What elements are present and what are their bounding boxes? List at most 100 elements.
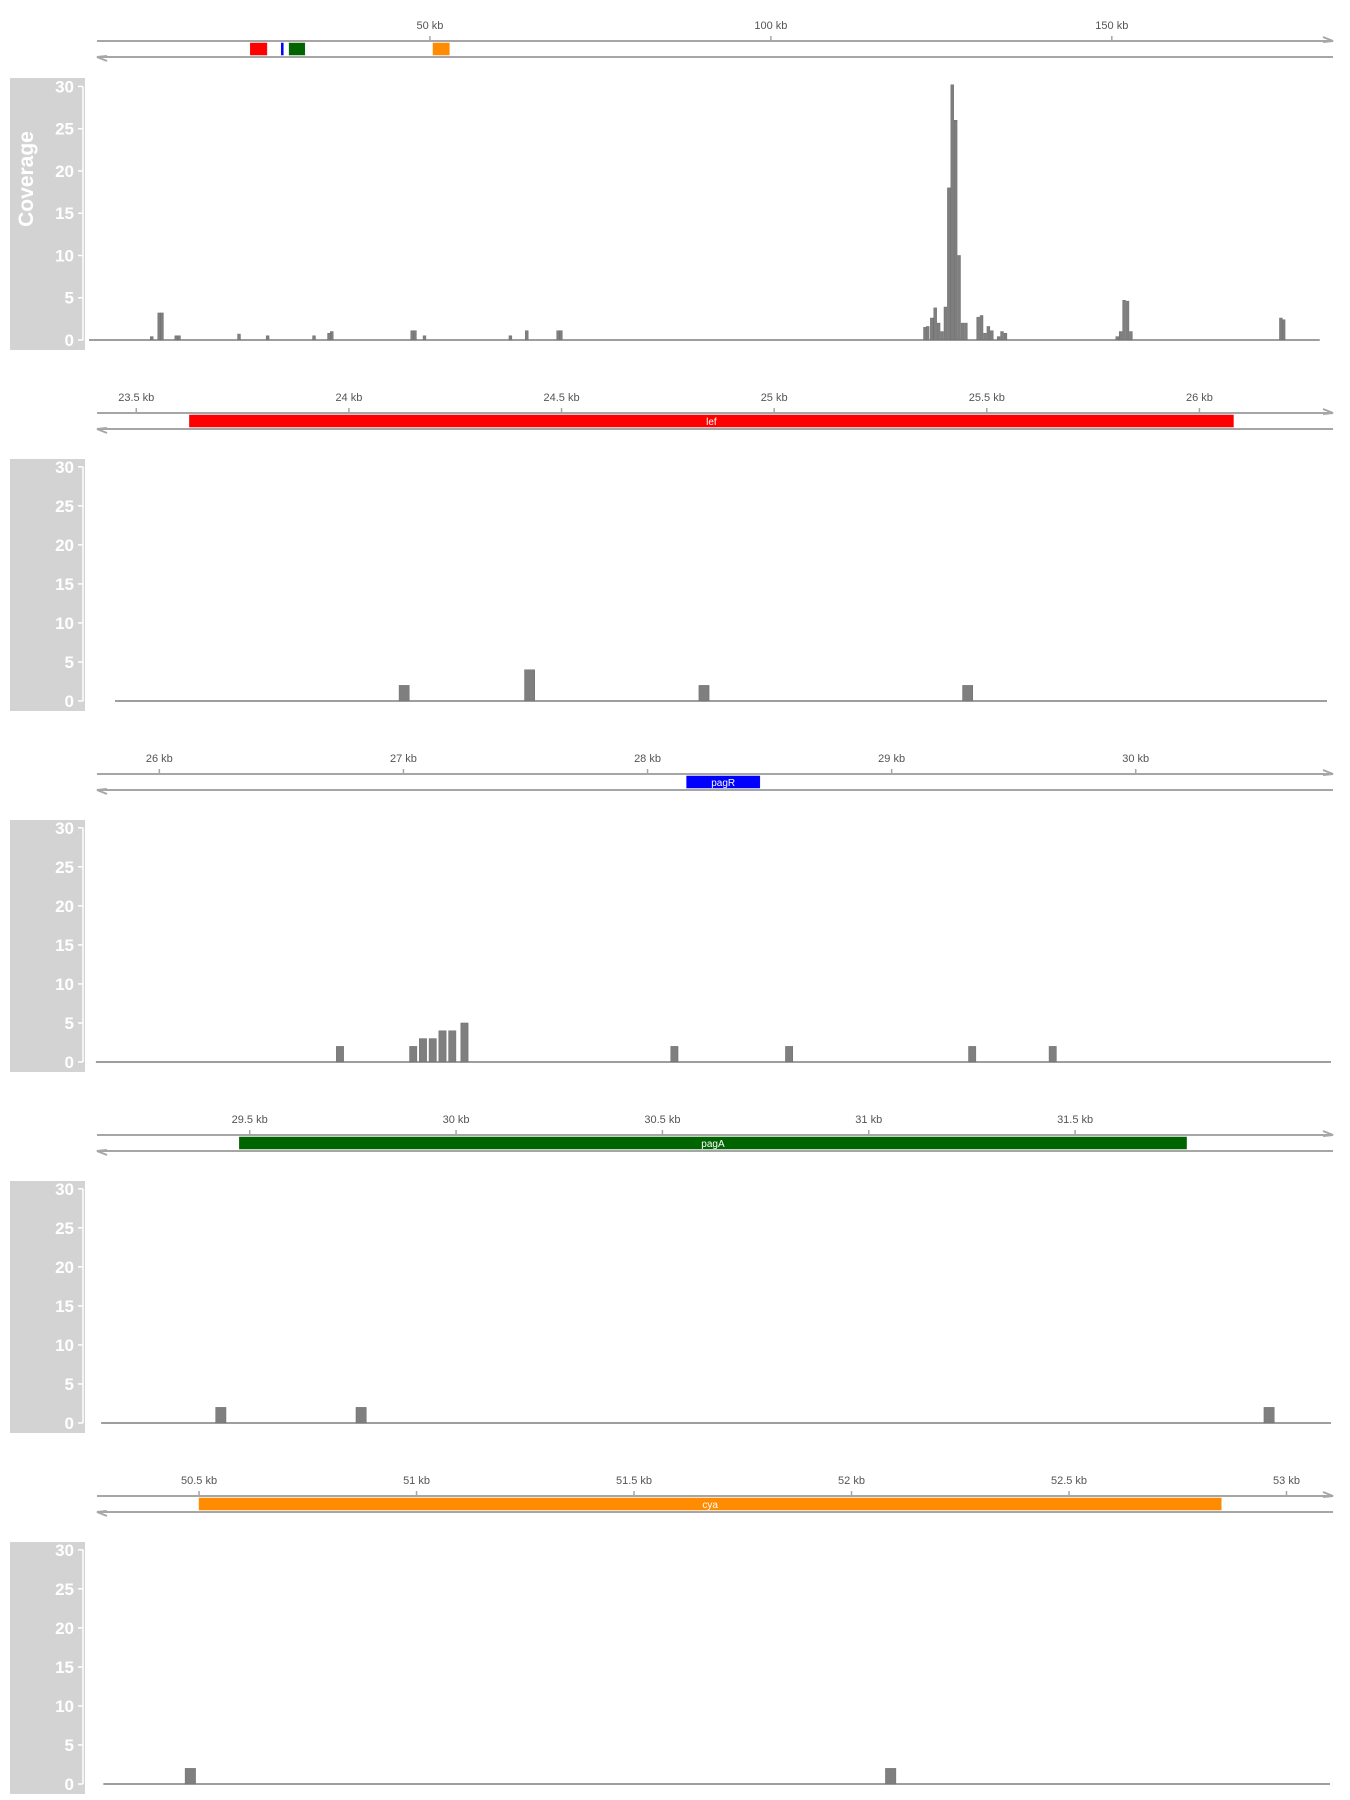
- y-tick-label: 15: [55, 204, 74, 223]
- gene-cya: [432, 42, 450, 56]
- coverage-bar: [1118, 331, 1123, 341]
- axis-tick-label: 26 kb: [1186, 392, 1213, 404]
- coverage-bar: [409, 1046, 418, 1063]
- coverage-bar: [923, 327, 927, 341]
- coverage-bar: [174, 335, 178, 341]
- y-tick-label: 25: [55, 1580, 74, 1599]
- y-tick-label: 15: [55, 1297, 74, 1316]
- gene-feature: [686, 775, 761, 789]
- coverage-bar: [1263, 1407, 1275, 1424]
- coverage-bar: [410, 330, 414, 341]
- genome-axis: 50.5 kb 51 kb 51.5 kb 52 kb 52.5 kb 53 kb: [96, 1475, 1334, 1517]
- axis-tick-label: 53 kb: [1273, 1475, 1300, 1487]
- axis-left-arrow: [96, 788, 108, 795]
- gene-pagA: [288, 42, 306, 56]
- coverage-bar: [265, 335, 270, 341]
- gene-feature: [198, 1497, 1222, 1511]
- gene-feature: [250, 42, 268, 56]
- y-tick-label: 20: [55, 1258, 74, 1277]
- y-tick-label: 20: [55, 162, 74, 181]
- coverage-bar: [559, 330, 563, 341]
- axis-tick-label: 100 kb: [754, 20, 787, 32]
- gene-pagR: [281, 42, 284, 56]
- coverage-bar: [950, 84, 954, 341]
- coverage-bar: [157, 312, 161, 341]
- y-tick-label: 10: [55, 975, 74, 994]
- axis-tick-label: 29 kb: [878, 753, 905, 765]
- coverage-bar: [312, 335, 316, 341]
- y-axis-panel: [10, 78, 85, 350]
- y-tick-label: 10: [55, 614, 74, 633]
- gene-label: pagR: [711, 778, 735, 789]
- axis-right-arrow: [1322, 769, 1334, 776]
- gene-lef: [250, 42, 268, 56]
- gene-label: pagA: [701, 1139, 725, 1150]
- coverage-bar: [964, 322, 968, 341]
- coverage-bar: [1122, 300, 1126, 341]
- axis-tick-label: 24.5 kb: [543, 392, 579, 404]
- y-axis-panel: [10, 459, 85, 711]
- gene-label: cya: [702, 1500, 718, 1511]
- axis-tick-label: 24 kb: [335, 392, 362, 404]
- coverage-bar: [1129, 331, 1133, 341]
- axis-right-arrow: [1322, 1130, 1334, 1137]
- coverage-bar: [990, 330, 994, 341]
- axis-tick-label: 50.5 kb: [181, 1475, 217, 1487]
- coverage-bar: [177, 335, 181, 341]
- y-tick-label: 5: [65, 1014, 74, 1033]
- y-tick-label: 5: [65, 1736, 74, 1755]
- coverage-bar: [885, 1768, 897, 1785]
- axis-tick-label: 51.5 kb: [616, 1475, 652, 1487]
- axis-tick-label: 30 kb: [443, 1114, 470, 1126]
- coverage-bar: [1000, 331, 1004, 341]
- y-tick-label: 15: [55, 1658, 74, 1677]
- gene-label: lef: [706, 417, 717, 428]
- axis-tick-label: 25 kb: [761, 392, 788, 404]
- axis-left-arrow: [96, 1510, 108, 1517]
- axis-tick-label: 52 kb: [838, 1475, 865, 1487]
- coverage-bar: [556, 330, 560, 341]
- coverage-bar: [438, 1030, 447, 1063]
- coverage-bar: [1003, 332, 1008, 341]
- coverage-bar: [670, 1046, 679, 1063]
- axis-right-arrow: [1322, 408, 1334, 415]
- coverage-bar: [1115, 336, 1119, 341]
- y-axis-panel: [10, 1181, 85, 1433]
- y-axis-label: Coverage: [15, 131, 38, 227]
- coverage-bar: [1048, 1046, 1057, 1063]
- coverage-bar: [983, 332, 987, 341]
- coverage-bar: [355, 1407, 367, 1424]
- coverage-panel-5: 50.5 kb 51 kb 51.5 kb 52 kb 52.5 kb 53 kb cya 0…: [10, 1475, 1334, 1794]
- y-tick-label: 25: [55, 858, 74, 877]
- axis-tick-label: 28 kb: [634, 753, 661, 765]
- coverage-bar: [460, 1022, 469, 1063]
- coverage-bar: [698, 685, 710, 702]
- coverage-panel-2: 23.5 kb 24 kb 24.5 kb 25 kb 25.5 kb 26 kb lef 0…: [10, 392, 1334, 711]
- y-tick-label: 10: [55, 1336, 74, 1355]
- coverage-bar: [953, 120, 958, 341]
- axis-tick-label: 150 kb: [1095, 20, 1128, 32]
- axis-tick-label: 26 kb: [146, 753, 173, 765]
- coverage-bar: [926, 326, 930, 341]
- y-tick-label: 30: [55, 1541, 74, 1560]
- coverage-bar: [785, 1046, 794, 1063]
- axis-tick-label: 51 kb: [403, 1475, 430, 1487]
- axis-tick-label: 29.5 kb: [232, 1114, 268, 1126]
- y-tick-label: 5: [65, 653, 74, 672]
- y-tick-label: 15: [55, 936, 74, 955]
- axis-left-arrow: [96, 55, 108, 62]
- y-tick-label: 10: [55, 1697, 74, 1716]
- axis-right-arrow: [1322, 36, 1334, 43]
- coverage-bar: [524, 669, 535, 702]
- y-tick-label: 30: [55, 819, 74, 838]
- y-tick-label: 0: [65, 1414, 74, 1433]
- gene-lef: lef: [189, 414, 1234, 428]
- genome-axis: 26 kb 27 kb 28 kb 29 kb 30 kb: [96, 753, 1334, 795]
- coverage-bar: [160, 312, 164, 341]
- axis-tick-label: 27 kb: [390, 753, 417, 765]
- coverage-bar: [413, 330, 417, 341]
- y-tick-label: 20: [55, 897, 74, 916]
- y-axis-panel: [10, 820, 85, 1072]
- gene-pagR: pagR: [686, 775, 761, 789]
- y-tick-label: 30: [55, 458, 74, 477]
